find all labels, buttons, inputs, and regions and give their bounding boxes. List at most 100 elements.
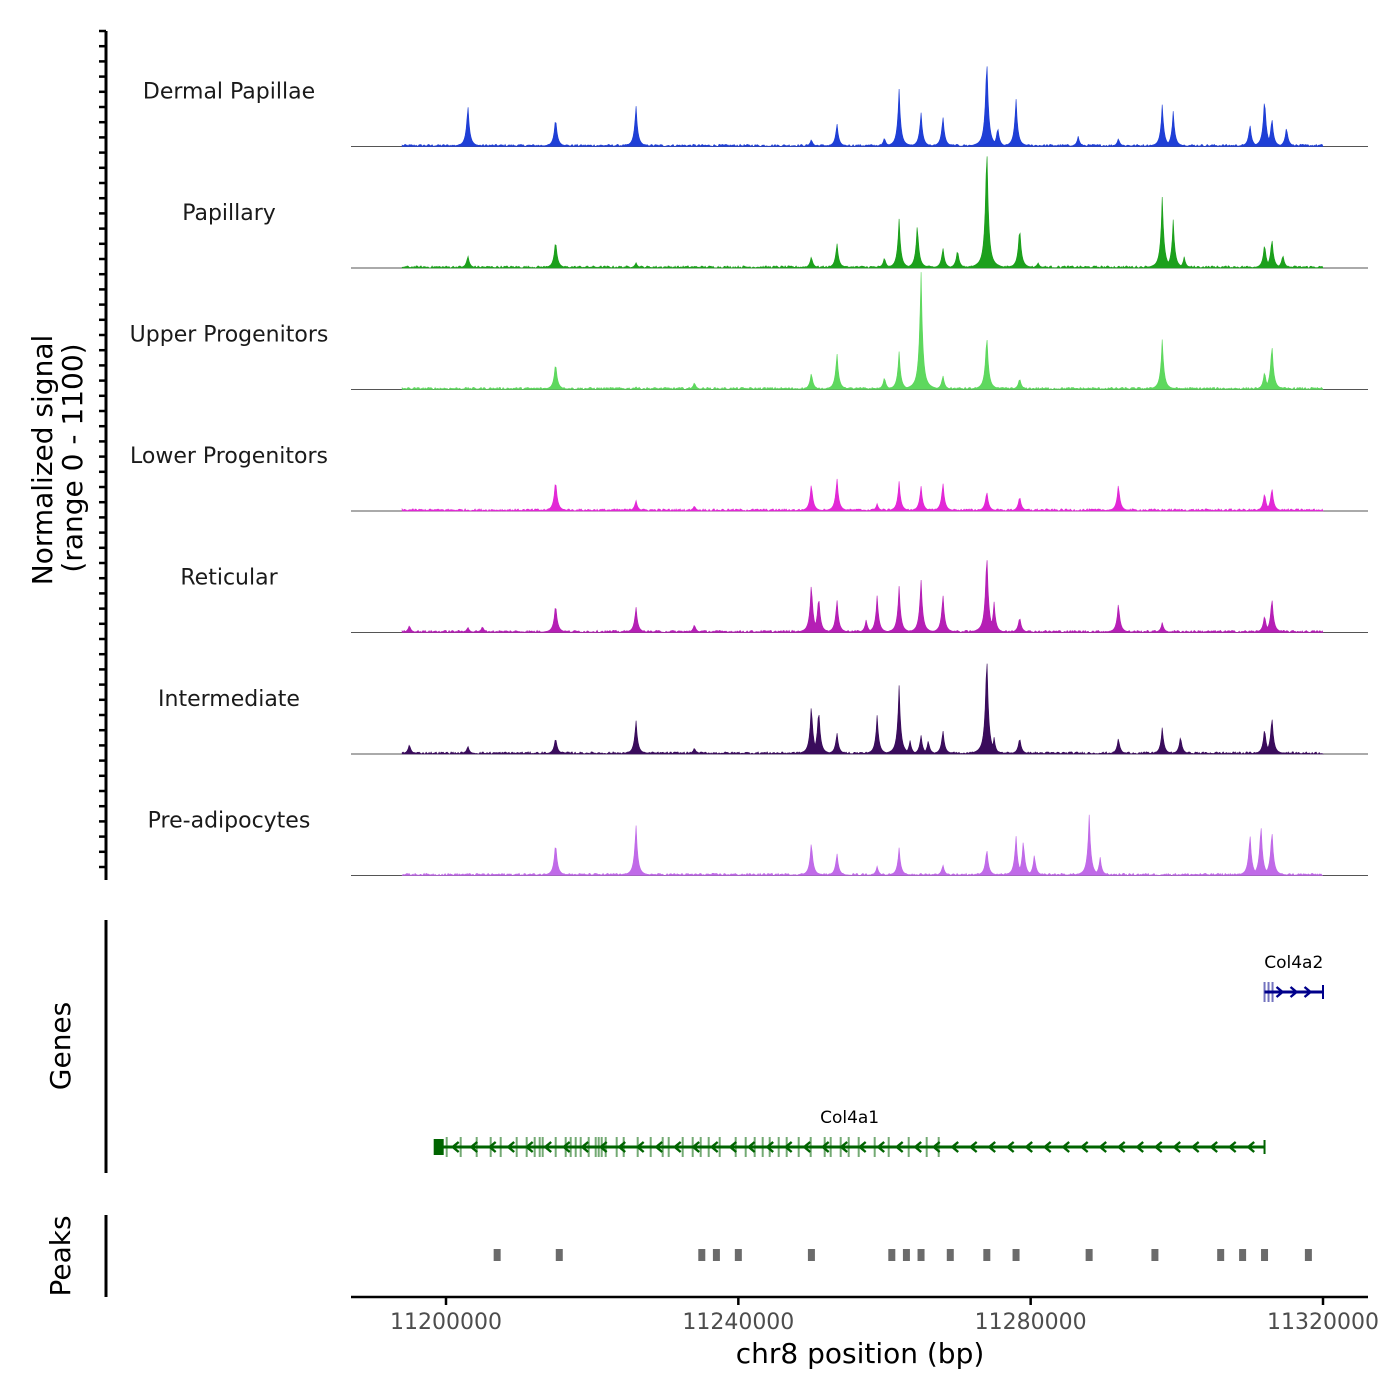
peak xyxy=(946,1249,954,1261)
signal-axis-title-line2: (range 0 - 1100) xyxy=(56,343,89,572)
track-label: Intermediate xyxy=(158,687,300,712)
gene-exon xyxy=(615,1137,618,1157)
strand-arrow xyxy=(783,1141,793,1153)
strand-arrow xyxy=(635,1141,645,1153)
strand-arrow xyxy=(802,1141,811,1153)
gene-exon xyxy=(823,1137,826,1157)
gene-exon xyxy=(433,1139,444,1155)
strand-arrow xyxy=(1303,986,1313,998)
gene-exon xyxy=(649,1137,652,1157)
peak xyxy=(807,1249,815,1261)
coverage-area xyxy=(401,560,1324,634)
gene-exon xyxy=(538,1137,541,1157)
strand-arrow xyxy=(450,1141,460,1153)
strand-arrow xyxy=(968,1141,978,1153)
track-intermediate: Intermediate xyxy=(158,663,1368,755)
gene-label: Col4a2 xyxy=(1264,953,1323,973)
gene-exon xyxy=(499,1137,502,1157)
peak xyxy=(712,1249,720,1261)
strand-arrow xyxy=(857,1141,867,1153)
track-label: Upper Progenitors xyxy=(130,323,329,348)
x-tick-label: 11280000 xyxy=(975,1310,1087,1335)
gene-track: Col4a1 Col4a2 xyxy=(433,953,1324,1157)
gene-exon xyxy=(768,1137,771,1157)
strand-arrow xyxy=(1042,1141,1052,1153)
gene-exon xyxy=(761,1137,764,1157)
signal-left-ticks xyxy=(99,29,106,869)
strand-arrow xyxy=(1153,1141,1163,1153)
strand-arrow xyxy=(487,1141,497,1153)
peak xyxy=(1304,1249,1312,1261)
strand-arrow xyxy=(1227,1141,1237,1153)
gene-exon xyxy=(515,1137,518,1157)
strand-arrow xyxy=(894,1141,904,1153)
gene-exon xyxy=(1263,982,1266,1002)
strand-arrow xyxy=(1209,1141,1218,1153)
genes-axis-title: Genes xyxy=(44,1002,77,1090)
track-label: Dermal Papillae xyxy=(143,80,315,105)
gene-exon xyxy=(777,1137,780,1157)
gene-exon xyxy=(541,1137,544,1157)
coverage-area xyxy=(401,478,1324,512)
gene-label: Col4a1 xyxy=(820,1108,879,1128)
coverage-area xyxy=(401,814,1324,877)
gene-exon xyxy=(847,1137,850,1157)
track-label: Pre-adipocytes xyxy=(148,809,311,834)
strand-arrow xyxy=(1275,986,1285,998)
peak xyxy=(698,1249,706,1261)
gene-exon xyxy=(604,1137,607,1157)
gene-exon xyxy=(718,1137,721,1157)
peak xyxy=(1012,1249,1020,1261)
peak xyxy=(1151,1249,1159,1261)
peak xyxy=(1261,1249,1269,1261)
gene-col4a2: Col4a2 xyxy=(1263,953,1324,1002)
gene-exon xyxy=(681,1137,684,1157)
peaks-axis-title: Peaks xyxy=(44,1215,77,1296)
gene-exon xyxy=(587,1137,590,1157)
track-dermal-papillae: Dermal Papillae xyxy=(143,66,1368,147)
track-lower-progenitors: Lower Progenitors xyxy=(130,444,1368,512)
x-axis-ticks: 11200000 11240000 11280000 11320000 xyxy=(390,1297,1379,1335)
coverage-area xyxy=(401,156,1324,269)
strand-arrow xyxy=(561,1141,571,1153)
gene-exon xyxy=(937,1137,940,1157)
track-pre-adipocytes: Pre-adipocytes xyxy=(148,809,1368,877)
strand-arrow xyxy=(617,1141,626,1153)
coverage-area xyxy=(401,272,1324,391)
gene-exon xyxy=(569,1137,572,1157)
strand-arrow xyxy=(672,1141,682,1153)
track-papillary: Papillary xyxy=(182,156,1368,269)
strand-arrow xyxy=(728,1141,737,1153)
strand-arrow xyxy=(987,1141,996,1153)
gene-exon xyxy=(873,1137,876,1157)
peak xyxy=(734,1249,742,1261)
track-label: Papillary xyxy=(182,201,276,226)
gene-exon xyxy=(661,1137,664,1157)
gene-exon xyxy=(475,1137,478,1157)
strand-arrow xyxy=(913,1141,922,1153)
strand-arrow xyxy=(746,1141,756,1153)
gene-exon xyxy=(829,1137,832,1157)
peak-track xyxy=(493,1249,1312,1261)
peak xyxy=(902,1249,910,1261)
gene-exon xyxy=(734,1137,737,1157)
strand-arrow xyxy=(950,1141,959,1153)
strand-arrow xyxy=(469,1141,478,1153)
strand-arrow xyxy=(1098,1141,1107,1153)
gene-exon xyxy=(887,1137,890,1157)
strand-arrow xyxy=(876,1141,885,1153)
strand-arrow xyxy=(1135,1141,1144,1153)
strand-arrow xyxy=(1005,1141,1015,1153)
peak xyxy=(917,1249,925,1261)
peak xyxy=(493,1249,501,1261)
gene-exon xyxy=(797,1137,800,1157)
strand-arrow xyxy=(820,1141,830,1153)
strand-arrow xyxy=(1024,1141,1033,1153)
strand-arrow xyxy=(506,1141,515,1153)
gene-col4a1: Col4a1 xyxy=(433,1108,1266,1157)
strand-arrow xyxy=(1061,1141,1070,1153)
strand-arrow xyxy=(691,1141,700,1153)
strand-arrow xyxy=(765,1141,774,1153)
coverage-area xyxy=(401,66,1324,147)
